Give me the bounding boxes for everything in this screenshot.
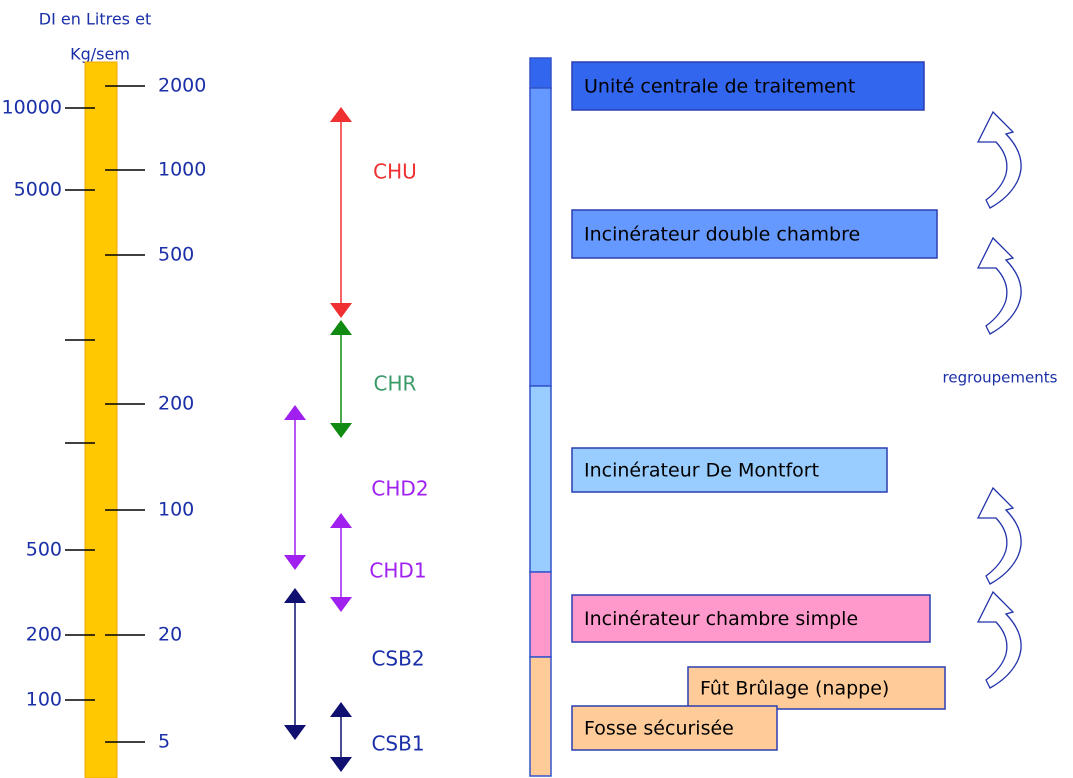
- level-label: Fût Brûlage (nappe): [700, 678, 889, 700]
- arrow-head: [330, 107, 352, 122]
- level-box: [571, 61, 925, 111]
- tick-label: 10000: [2, 97, 62, 119]
- tick-label: 500: [158, 244, 194, 266]
- bar-segment: [529, 656, 552, 777]
- level-box: [687, 666, 946, 710]
- range-label: CSB2: [371, 647, 424, 671]
- arrow-head: [330, 320, 352, 335]
- level-label: Incinérateur De Montfort: [584, 460, 819, 482]
- arrow-head: [330, 597, 352, 612]
- range-label: CHR: [374, 372, 417, 396]
- header-line: Kg/sem: [70, 45, 130, 64]
- level-box: [571, 209, 938, 259]
- curved-arrow: [976, 236, 1022, 335]
- arrow-head: [330, 702, 352, 717]
- level-box: [571, 447, 888, 493]
- tick-label: 200: [26, 624, 62, 646]
- level-box: [571, 705, 778, 751]
- tick-label: 100: [158, 499, 194, 521]
- bar-segment: [529, 385, 552, 573]
- tick-label: 20: [158, 624, 182, 646]
- tick-label: 5000: [14, 179, 62, 201]
- tick-label: 500: [26, 539, 62, 561]
- curved-arrow: [976, 110, 1022, 209]
- note: regroupements: [943, 369, 1058, 387]
- arrow-head: [330, 513, 352, 528]
- level-label: Incinérateur double chambre: [584, 224, 860, 246]
- range-label: CHD1: [369, 559, 426, 583]
- tick-label: 5: [158, 731, 170, 753]
- arrow-head: [284, 725, 306, 740]
- bar-segment: [529, 571, 552, 658]
- tick-label: 1000: [158, 159, 206, 181]
- level-label: Fosse sécurisée: [584, 718, 734, 740]
- curved-arrow: [976, 590, 1022, 689]
- arrow-head: [330, 423, 352, 438]
- tick-label: 100: [26, 689, 62, 711]
- level-label: Incinérateur chambre simple: [584, 608, 858, 630]
- level-box: [571, 594, 931, 643]
- arrow-head: [284, 405, 306, 420]
- header-line: DI en Litres et: [39, 10, 151, 29]
- arrow-head: [330, 757, 352, 772]
- tick-label: 200: [158, 393, 194, 415]
- range-label: CSB1: [371, 732, 424, 756]
- range-label: CHD2: [371, 477, 428, 501]
- arrow-head: [284, 555, 306, 570]
- level-label: Unité centrale de traitement: [584, 76, 855, 98]
- arrow-head: [284, 588, 306, 603]
- curved-arrow: [976, 486, 1022, 585]
- arrow-head: [330, 303, 352, 318]
- tick-label: 2000: [158, 75, 206, 97]
- bar-segment: [529, 57, 552, 89]
- range-label: CHU: [373, 160, 417, 184]
- scale-bar: [84, 61, 118, 778]
- level-bar: [529, 57, 552, 777]
- bar-segment: [529, 87, 552, 387]
